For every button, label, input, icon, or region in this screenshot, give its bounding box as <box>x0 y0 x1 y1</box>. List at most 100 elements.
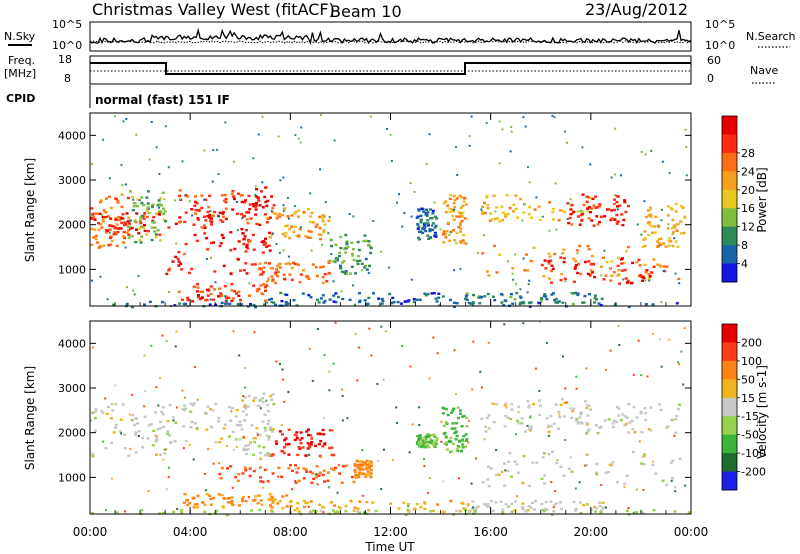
range-time-cell <box>141 446 144 449</box>
range-time-cell <box>137 430 141 433</box>
range-time-cell <box>670 208 674 211</box>
range-time-cell <box>319 168 322 171</box>
range-time-cell <box>358 468 362 471</box>
range-time-cell <box>344 504 348 508</box>
range-time-cell <box>255 288 259 291</box>
range-time-cell <box>247 394 251 398</box>
range-time-cell <box>247 496 250 499</box>
range-time-cell <box>636 223 639 226</box>
range-time-cell <box>643 200 646 203</box>
range-time-cell <box>193 204 197 207</box>
range-time-cell <box>202 215 206 218</box>
range-time-cell <box>254 208 258 211</box>
range-time-cell <box>281 507 285 510</box>
range-time-cell <box>669 461 673 464</box>
range-time-cell <box>360 269 363 272</box>
range-time-cell <box>470 482 473 485</box>
range-time-cell <box>163 448 166 451</box>
range-time-cell <box>671 226 674 230</box>
range-time-cell <box>643 263 647 266</box>
range-time-cell <box>179 508 183 512</box>
range-time-cell <box>321 428 325 432</box>
range-time-cell <box>604 274 608 277</box>
range-time-cell <box>455 231 459 235</box>
range-time-cell <box>616 264 620 268</box>
range-time-cell <box>522 454 526 458</box>
range-time-cell <box>334 300 338 304</box>
range-time-cell <box>607 208 611 211</box>
range-time-cell <box>338 255 342 258</box>
range-time-cell <box>659 237 663 240</box>
range-time-cell <box>94 234 98 238</box>
range-time-cell <box>90 419 92 422</box>
range-time-cell <box>206 288 209 292</box>
range-time-cell <box>616 256 620 260</box>
range-time-cell <box>244 386 247 389</box>
range-time-cell <box>287 262 291 265</box>
range-time-cell <box>600 274 603 277</box>
range-time-cell <box>191 404 195 407</box>
range-time-cell <box>156 229 160 232</box>
range-time-cell <box>340 290 343 293</box>
range-time-cell <box>455 434 459 438</box>
range-time-cell <box>138 199 141 202</box>
range-time-cell <box>448 239 452 242</box>
range-time-cell <box>552 422 556 425</box>
range-time-cell <box>464 295 468 298</box>
range-time-cell <box>667 240 671 243</box>
range-time-cell <box>542 294 546 297</box>
range-time-cell <box>311 472 315 475</box>
range-time-cell <box>422 226 426 230</box>
range-time-cell <box>219 242 223 245</box>
range-time-cell <box>623 200 627 204</box>
range-time-cell <box>321 243 324 246</box>
range-time-cell <box>293 205 296 208</box>
range-time-cell <box>226 467 229 470</box>
range-time-cell <box>290 278 294 282</box>
range-time-cell <box>644 303 648 306</box>
range-time-cell <box>491 509 495 513</box>
range-time-cell <box>118 430 122 433</box>
range-time-cell <box>522 322 525 325</box>
range-time-cell <box>139 241 143 244</box>
range-time-cell <box>579 512 583 515</box>
range-time-cell <box>261 397 264 400</box>
range-time-cell <box>129 227 133 230</box>
range-time-cell <box>529 506 533 509</box>
range-time-cell <box>209 223 213 226</box>
range-time-cell <box>445 230 449 233</box>
range-time-cell <box>151 205 154 208</box>
range-time-cell <box>147 424 151 427</box>
range-time-cell <box>666 425 670 428</box>
range-time-cell <box>678 363 681 366</box>
range-time-cell <box>622 261 626 265</box>
range-time-cell <box>315 223 319 226</box>
range-time-cell <box>189 410 193 413</box>
range-time-cell <box>197 294 200 297</box>
range-time-cell <box>282 451 286 455</box>
range-time-cell <box>158 233 162 236</box>
range-time-cell <box>458 477 460 480</box>
range-time-cell <box>218 462 221 465</box>
range-time-cell <box>623 486 626 488</box>
range-time-cell <box>236 192 240 195</box>
range-time-cell <box>610 464 614 467</box>
range-time-cell <box>666 227 670 230</box>
range-time-cell <box>243 466 247 469</box>
range-time-cell <box>614 173 617 176</box>
range-time-cell <box>471 301 475 305</box>
range-time-cell <box>265 204 269 208</box>
range-time-cell <box>150 344 153 347</box>
range-time-cell <box>528 427 531 430</box>
range-time-cell <box>521 481 525 485</box>
range-time-cell <box>517 411 520 414</box>
noise-panel: N.Sky 10^5 10^0 N.Search 10^5 10^0 <box>4 18 796 52</box>
range-time-cell <box>288 236 292 240</box>
range-time-cell <box>593 297 597 300</box>
range-time-cell <box>531 501 534 505</box>
range-time-cell <box>123 223 126 227</box>
range-time-cell <box>327 272 331 275</box>
range-time-cell <box>382 378 385 381</box>
range-time-cell <box>426 219 430 222</box>
range-time-cell <box>222 427 226 430</box>
